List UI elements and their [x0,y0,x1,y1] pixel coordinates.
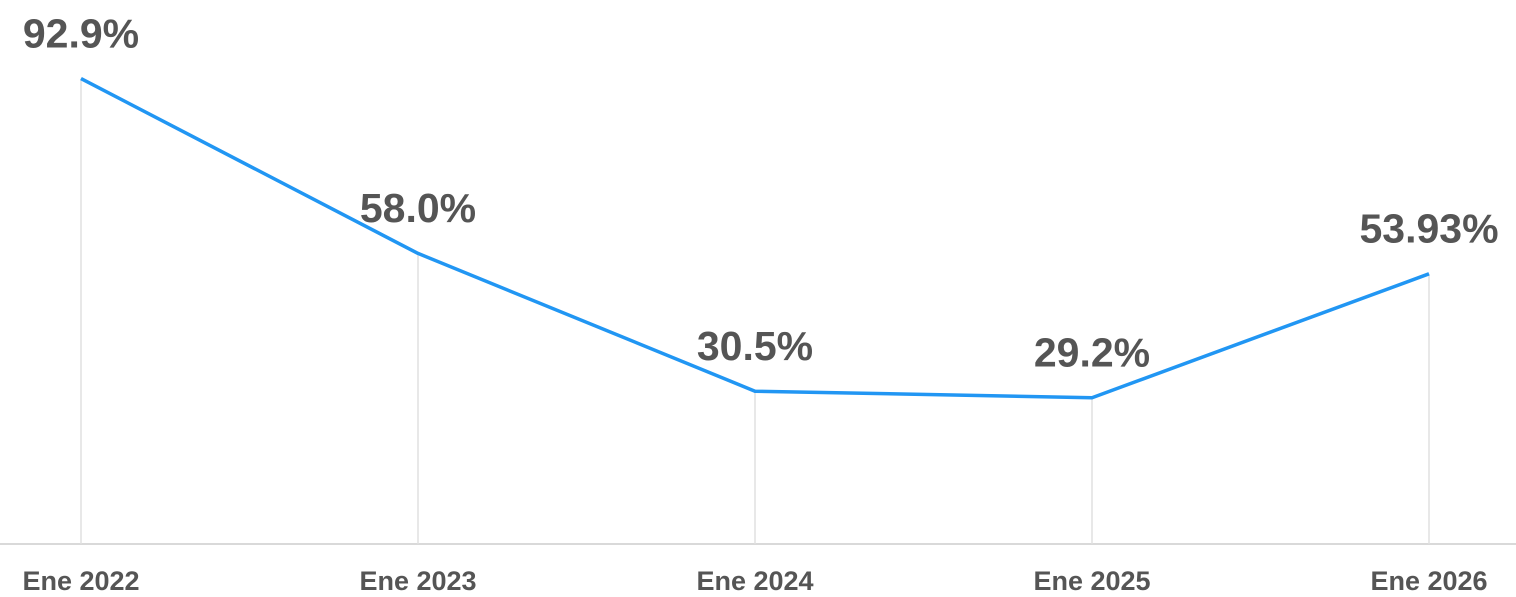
series-line [80,77,1430,400]
x-tick-label: Ene 2025 [1033,566,1150,596]
data-label: 58.0% [360,185,476,231]
data-label: 29.2% [1034,330,1150,376]
x-tick-label: Ene 2023 [359,566,476,596]
x-tick-label: Ene 2024 [696,566,813,596]
data-label: 92.9% [23,10,139,56]
data-label: 53.93% [1359,206,1498,252]
x-tick-label: Ene 2026 [1370,566,1487,596]
x-tick-label: Ene 2022 [22,566,139,596]
data-label: 30.5% [697,323,813,369]
